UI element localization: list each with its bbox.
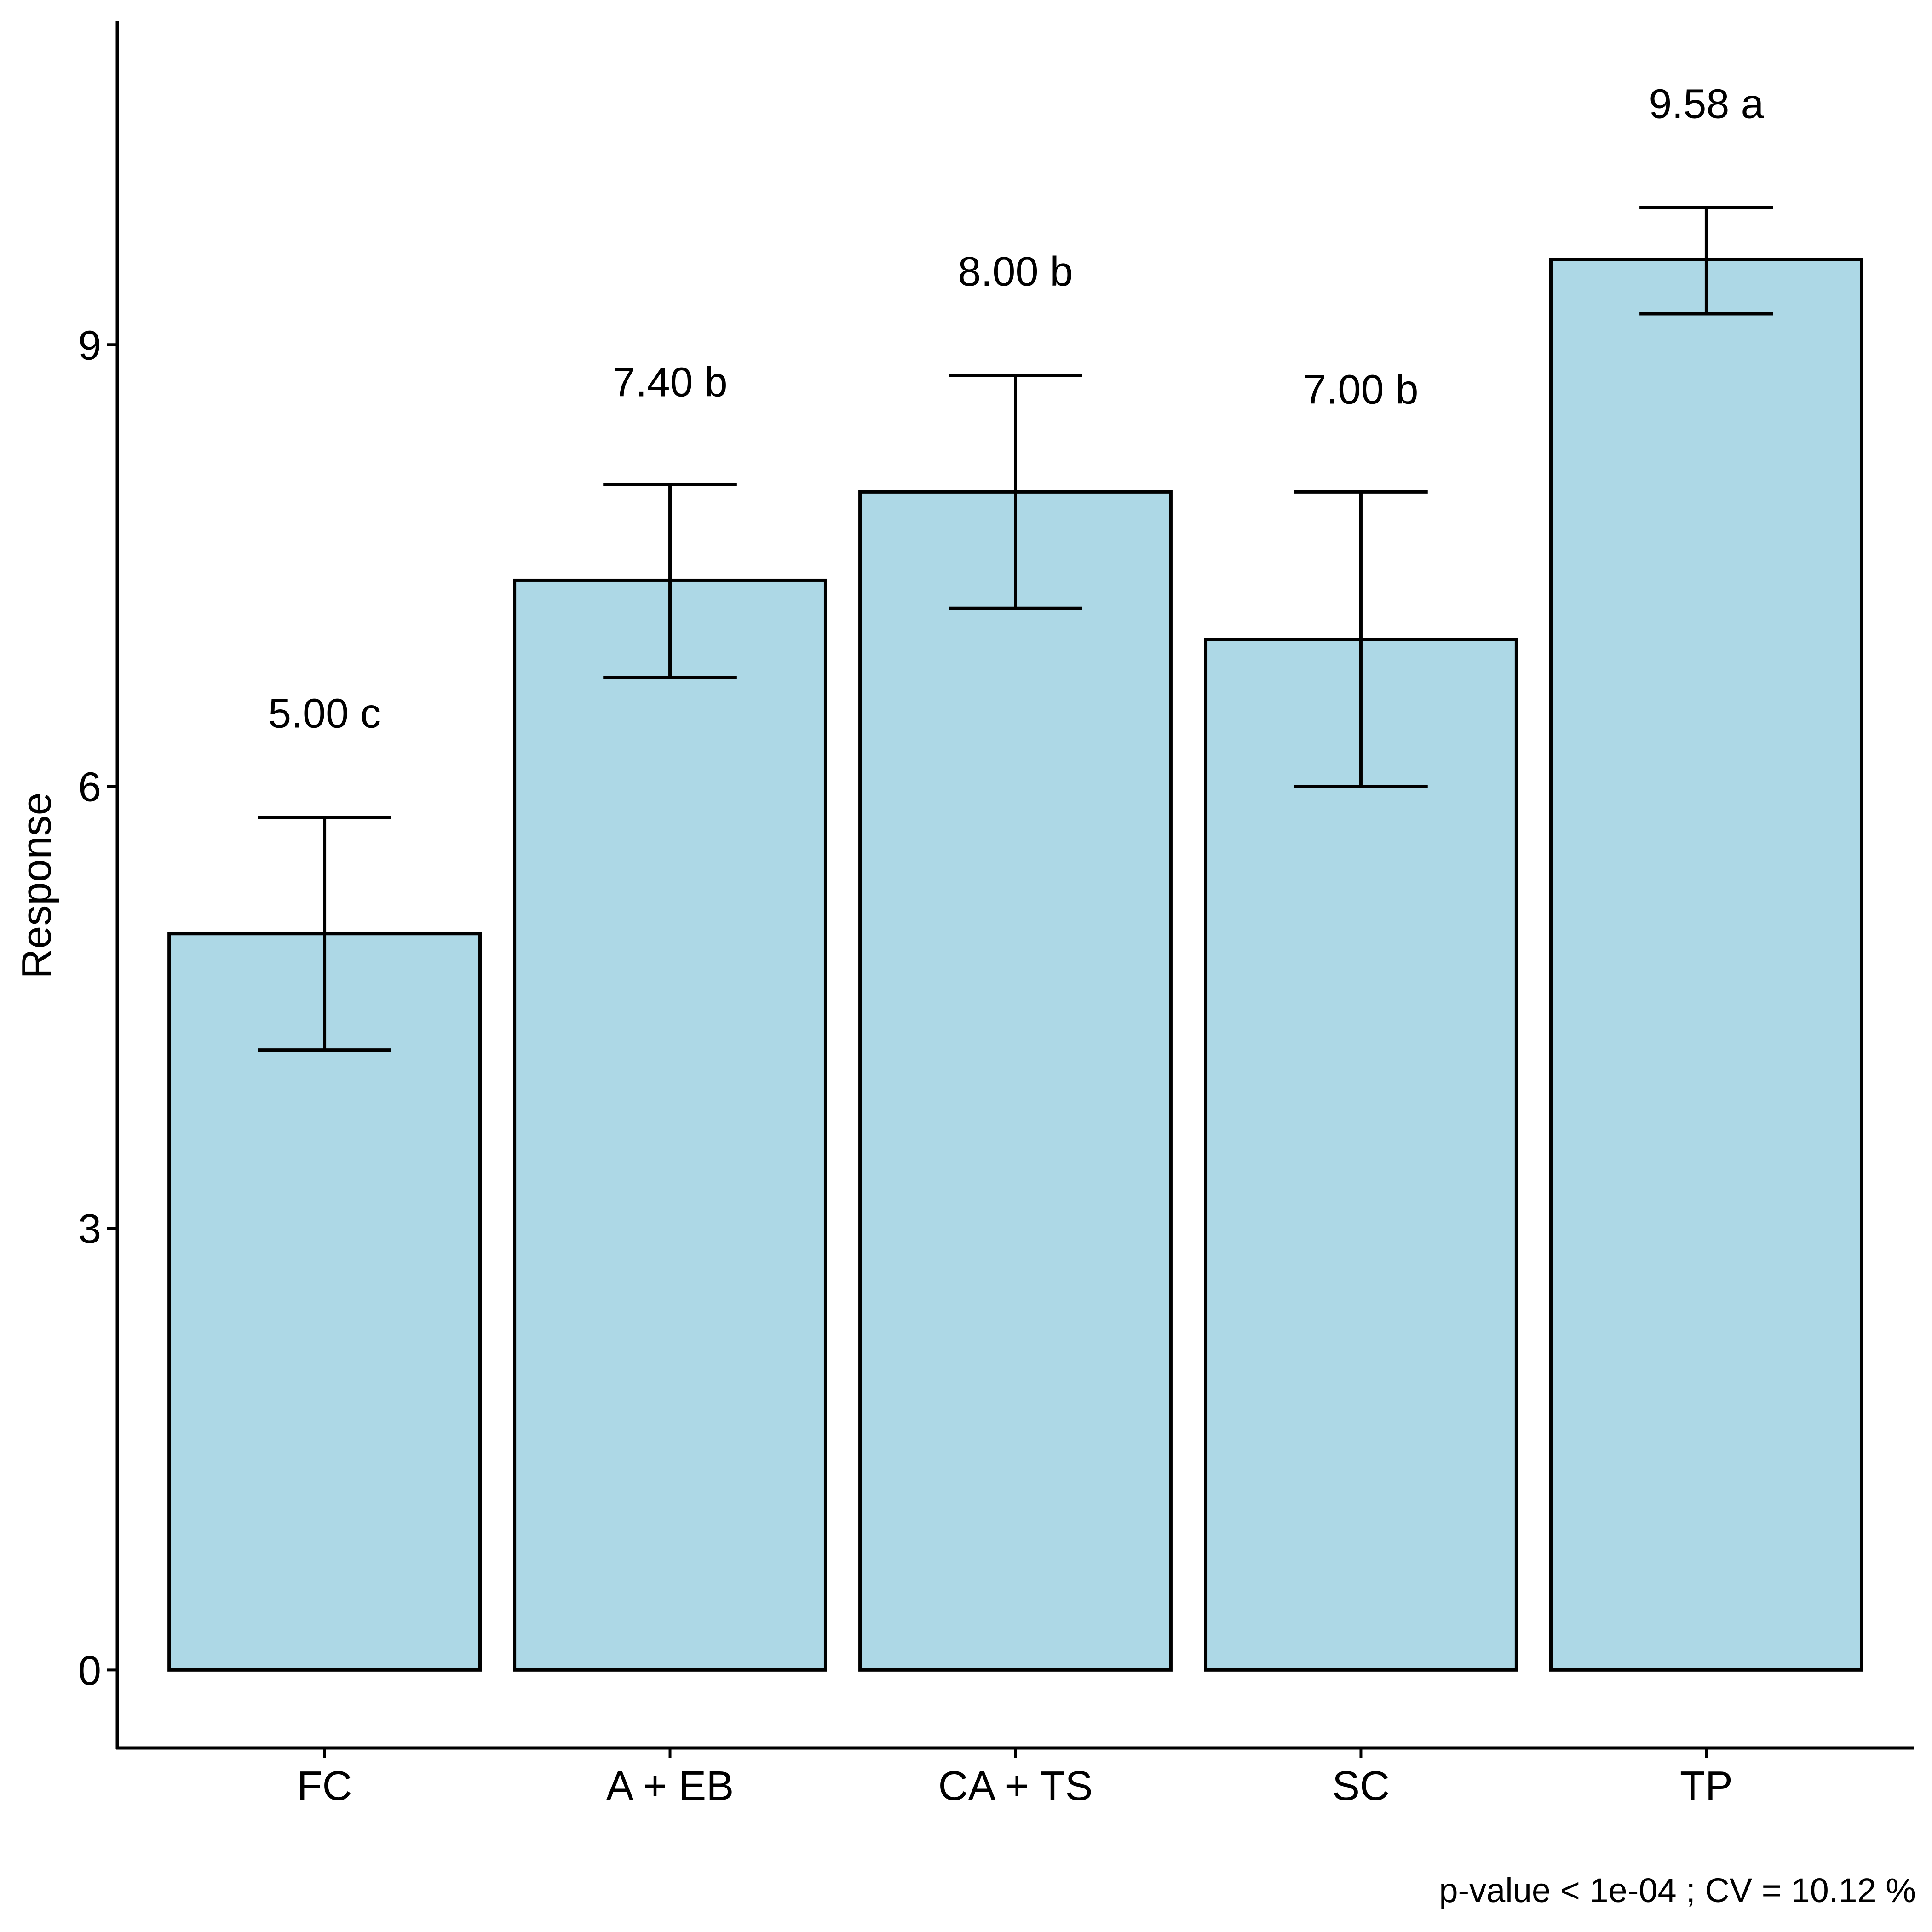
data-labels-layer: 5.00 c 7.40 b 8.00 b 7.00 b 9.58 a (268, 81, 1764, 736)
bar (167, 932, 482, 1672)
bar (513, 578, 827, 1672)
bar (858, 490, 1173, 1672)
data-label: 7.00 b (1303, 367, 1418, 413)
data-label: 7.40 b (612, 359, 727, 405)
error-bars-layer (258, 206, 1773, 1052)
x-tick-label: TP (1680, 1763, 1733, 1809)
x-tick-label: FC (297, 1763, 352, 1809)
data-label: 9.58 a (1649, 81, 1764, 127)
y-tick-label: 9 (78, 322, 101, 368)
chart-caption: p-value < 1e-04 ; CV = 10.12 % (1439, 1871, 1916, 1909)
x-tick-label: A + EB (606, 1763, 734, 1809)
axes-layer: FC A + EB CA + TS SC TP 0 3 6 9 (78, 21, 1914, 1809)
x-tick-label: CA + TS (938, 1763, 1092, 1809)
data-label: 5.00 c (268, 691, 381, 737)
data-label: 8.00 b (958, 249, 1073, 295)
y-tick-label: 3 (78, 1206, 101, 1252)
y-axis-title: Response (14, 792, 60, 978)
x-tick-label: SC (1332, 1763, 1390, 1809)
bars-layer (167, 258, 1863, 1672)
bar (1549, 258, 1863, 1672)
y-tick-label: 0 (78, 1648, 101, 1694)
y-tick-label: 6 (78, 765, 101, 811)
bar (1204, 638, 1518, 1672)
